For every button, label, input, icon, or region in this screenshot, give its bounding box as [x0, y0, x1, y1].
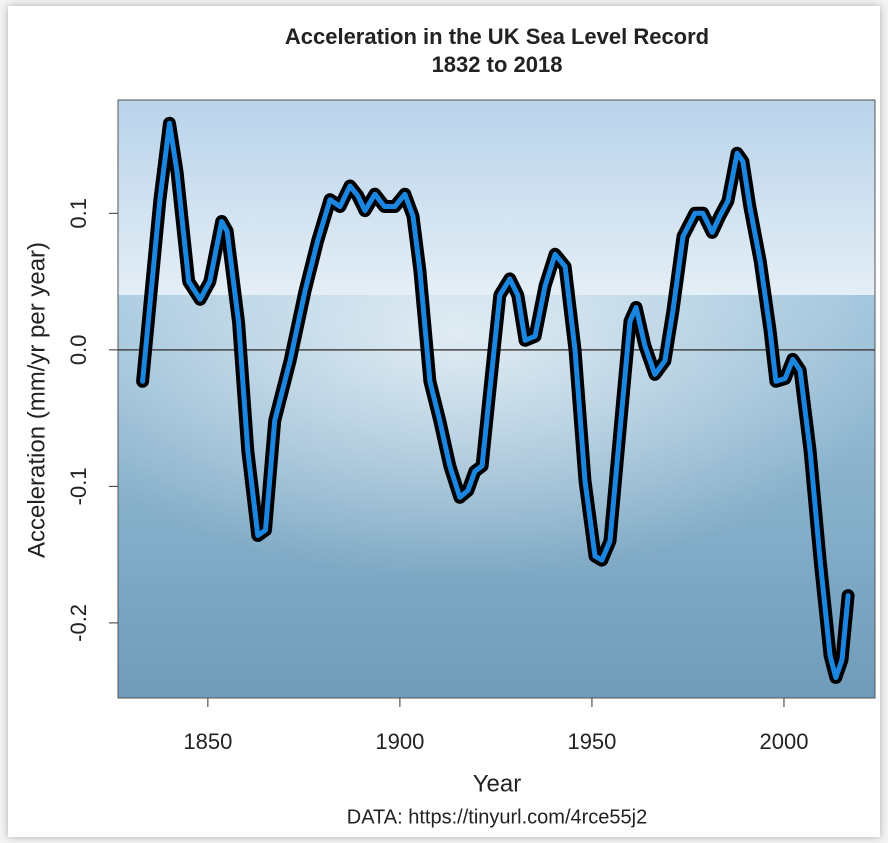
x-tick-label: 1950	[567, 729, 616, 754]
chart-subtitle: 1832 to 2018	[432, 52, 563, 77]
caption: DATA: https://tinyurl.com/4rce55j2	[347, 806, 647, 828]
y-tick-label: -0.2	[66, 604, 91, 642]
x-tick-label: 2000	[759, 729, 808, 754]
y-axis-label: Acceleration (mm/yr per year)	[23, 242, 50, 558]
chart-title: Acceleration in the UK Sea Level Record	[285, 24, 709, 49]
x-tick-label: 1900	[375, 729, 424, 754]
y-tick-label: -0.1	[66, 467, 91, 505]
x-tick-label: 1850	[183, 729, 232, 754]
y-tick-label: 0.1	[66, 198, 91, 229]
x-axis-label: Year	[473, 770, 522, 797]
y-tick-label: 0.0	[66, 335, 91, 366]
page: {"chart_data": {"type": "line", "title":…	[0, 0, 888, 843]
chart: Acceleration in the UK Sea Level Record …	[0, 0, 888, 843]
